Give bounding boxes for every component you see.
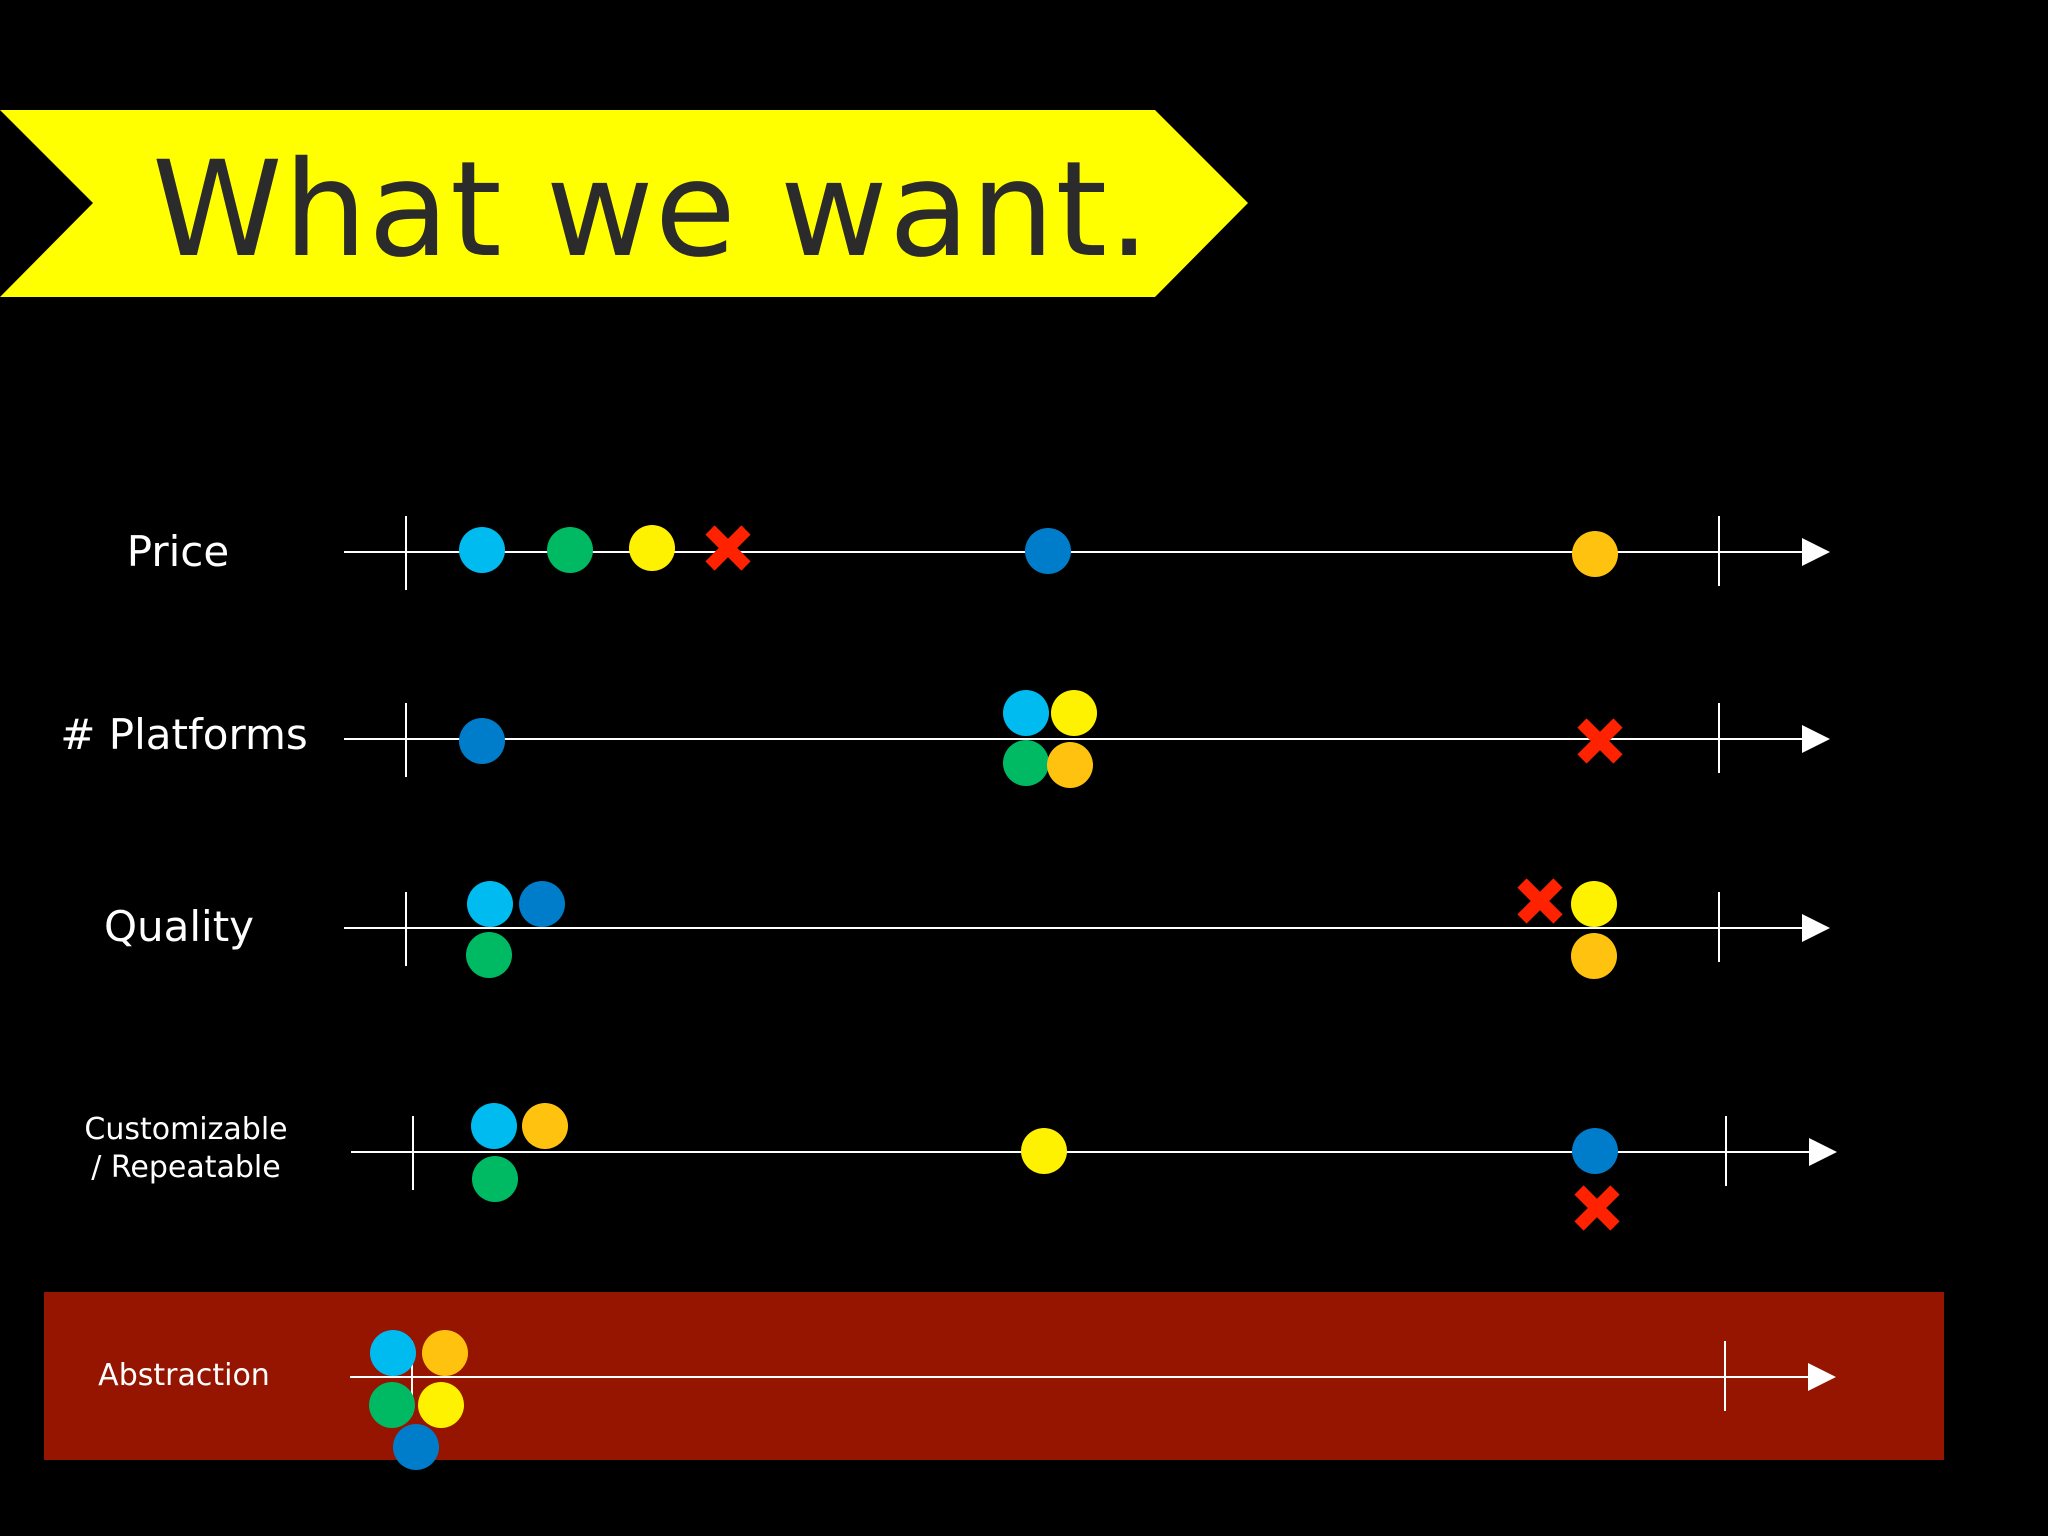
light-blue-dot	[370, 1330, 416, 1376]
axis-arrowhead	[1808, 1363, 1836, 1391]
yellow-dot	[1571, 881, 1617, 927]
axis-arrowhead	[1802, 538, 1830, 566]
axis-arrowhead	[1809, 1138, 1837, 1166]
orange-dot	[1571, 933, 1617, 979]
orange-dot	[1572, 531, 1618, 577]
yellow-dot	[1021, 1128, 1067, 1174]
row-label: # Platforms	[14, 710, 354, 760]
row-label-line: Quality	[103, 902, 255, 951]
green-dot	[369, 1382, 415, 1428]
page-title: What we want.	[152, 133, 1152, 287]
green-dot	[1003, 740, 1049, 786]
red-x-mark	[1517, 878, 1563, 924]
red-x-mark	[1574, 1185, 1620, 1231]
axis-arrowhead	[1802, 725, 1830, 753]
yellow-dot	[1051, 690, 1097, 736]
dark-blue-dot	[519, 881, 565, 927]
row-label: Abstraction	[14, 1357, 354, 1395]
row-label-line: / Repeatable	[91, 1150, 281, 1185]
light-blue-dot	[471, 1103, 517, 1149]
orange-dot	[522, 1103, 568, 1149]
orange-dot	[1047, 742, 1093, 788]
green-dot	[547, 527, 593, 573]
yellow-dot	[418, 1382, 464, 1428]
yellow-dot	[629, 525, 675, 571]
title-banner	[0, 110, 1248, 297]
row-label: Quality	[9, 902, 349, 952]
red-x-mark	[705, 525, 751, 571]
green-dot	[472, 1156, 518, 1202]
row-label-line: # Platforms	[60, 710, 308, 759]
row-label: Price	[8, 527, 348, 577]
orange-dot	[422, 1330, 468, 1376]
row-label-line: Price	[126, 527, 230, 576]
green-dot	[466, 932, 512, 978]
row-label-line: Customizable	[84, 1112, 288, 1147]
dark-blue-dot	[459, 718, 505, 764]
dark-blue-dot	[1025, 528, 1071, 574]
row-label-line: Abstraction	[98, 1358, 270, 1393]
light-blue-dot	[467, 881, 513, 927]
light-blue-dot	[1003, 690, 1049, 736]
title-banner-shape	[0, 110, 1248, 297]
light-blue-dot	[459, 527, 505, 573]
red-x-mark	[1577, 718, 1623, 764]
dark-blue-dot	[1572, 1128, 1618, 1174]
row-label: Customizable / Repeatable	[16, 1111, 356, 1187]
axis-arrowhead	[1802, 914, 1830, 942]
dark-blue-dot	[393, 1424, 439, 1470]
